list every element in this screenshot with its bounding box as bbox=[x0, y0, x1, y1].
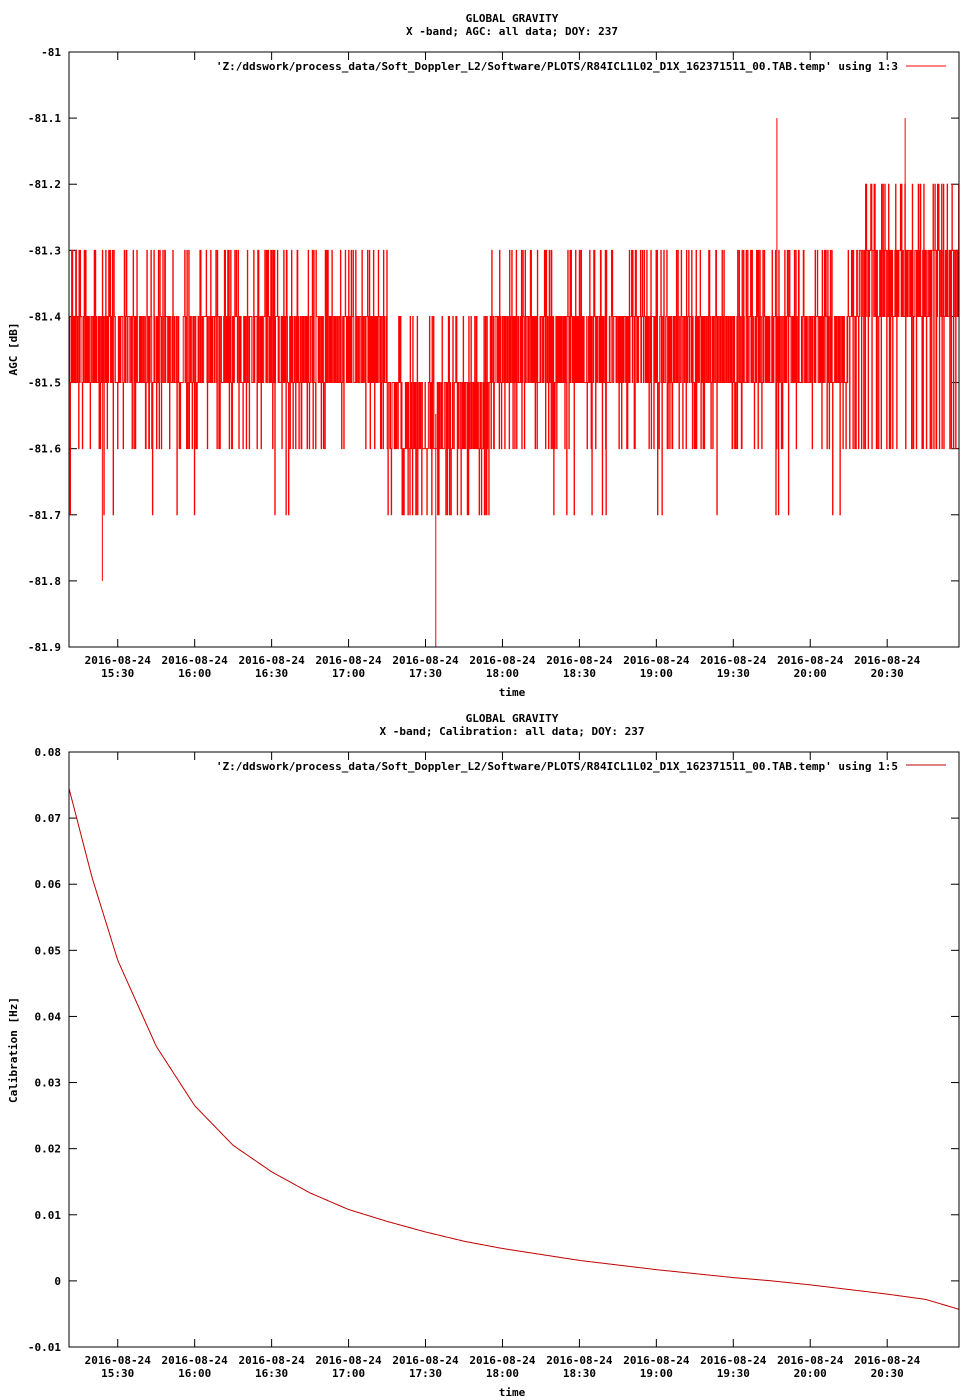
x-tick-label-time: 20:00 bbox=[794, 667, 827, 680]
x-tick-label-date: 2016-08-24 bbox=[700, 1354, 767, 1367]
legend-label: 'Z:/ddswork/process_data/Soft_Doppler_L2… bbox=[216, 60, 898, 73]
y-tick-label: 0 bbox=[54, 1275, 61, 1288]
x-tick-label-time: 18:00 bbox=[486, 1367, 519, 1380]
series-line bbox=[68, 183, 960, 516]
y-tick-label: 0.06 bbox=[35, 878, 62, 891]
chart-subtitle: X -band; Calibration: all data; DOY: 237 bbox=[380, 725, 645, 738]
chart-title: GLOBAL GRAVITY bbox=[466, 712, 559, 725]
y-tick-label: 0.03 bbox=[35, 1077, 62, 1090]
series-line bbox=[68, 788, 960, 1310]
x-tick-label-date: 2016-08-24 bbox=[623, 1354, 690, 1367]
x-tick-label-date: 2016-08-24 bbox=[469, 654, 536, 667]
x-tick-label-time: 17:30 bbox=[409, 1367, 442, 1380]
x-tick-label-time: 16:30 bbox=[255, 667, 288, 680]
y-tick-label: -0.01 bbox=[28, 1341, 61, 1354]
y-tick-label: -81.8 bbox=[28, 575, 61, 588]
x-tick-label-time: 19:30 bbox=[717, 667, 750, 680]
x-tick-label-time: 16:30 bbox=[255, 1367, 288, 1380]
x-tick-label-date: 2016-08-24 bbox=[777, 1354, 844, 1367]
x-axis-label: time bbox=[499, 686, 526, 699]
x-tick-label-date: 2016-08-24 bbox=[546, 654, 613, 667]
x-tick-label-date: 2016-08-24 bbox=[623, 654, 690, 667]
x-tick-label-date: 2016-08-24 bbox=[162, 1354, 229, 1367]
y-tick-label: -81.1 bbox=[28, 112, 61, 125]
x-tick-label-date: 2016-08-24 bbox=[854, 1354, 921, 1367]
x-tick-label-date: 2016-08-24 bbox=[469, 1354, 536, 1367]
x-tick-label-time: 20:30 bbox=[871, 667, 904, 680]
x-tick-label-date: 2016-08-24 bbox=[239, 1354, 306, 1367]
x-tick-label-time: 19:00 bbox=[640, 667, 673, 680]
x-tick-label-date: 2016-08-24 bbox=[315, 654, 382, 667]
x-tick-label-time: 17:00 bbox=[332, 667, 365, 680]
y-tick-label: 0.04 bbox=[35, 1010, 62, 1023]
x-tick-label-time: 16:00 bbox=[178, 1367, 211, 1380]
y-tick-label: -81.6 bbox=[28, 443, 61, 456]
x-tick-label-time: 17:30 bbox=[409, 667, 442, 680]
chart-panel-agc: GLOBAL GRAVITY X -band; AGC: all data; D… bbox=[7, 12, 960, 699]
x-tick-label-date: 2016-08-24 bbox=[239, 654, 306, 667]
x-tick-label-time: 16:00 bbox=[178, 667, 211, 680]
x-axis-label: time bbox=[499, 1386, 526, 1399]
y-tick-label: 0.07 bbox=[35, 812, 62, 825]
y-tick-label: 0.01 bbox=[35, 1209, 62, 1222]
x-tick-label-time: 15:30 bbox=[101, 667, 134, 680]
y-axis-label: AGC [dB] bbox=[7, 323, 20, 376]
y-tick-label: -81.2 bbox=[28, 178, 61, 191]
y-axis-label: Calibration [Hz] bbox=[7, 997, 20, 1103]
plot-frame bbox=[68, 751, 960, 1348]
y-tick-label: -81.3 bbox=[28, 244, 61, 257]
x-tick-label-date: 2016-08-24 bbox=[392, 654, 459, 667]
y-tick-label: -81.4 bbox=[28, 310, 61, 323]
y-tick-label: 0.05 bbox=[35, 944, 62, 957]
x-tick-label-date: 2016-08-24 bbox=[392, 1354, 459, 1367]
y-tick-label: -81.5 bbox=[28, 377, 61, 390]
chart-title: GLOBAL GRAVITY bbox=[466, 12, 559, 25]
x-tick-label-date: 2016-08-24 bbox=[546, 1354, 613, 1367]
x-tick-label-time: 18:00 bbox=[486, 667, 519, 680]
x-tick-label-date: 2016-08-24 bbox=[85, 654, 152, 667]
x-tick-label-time: 20:30 bbox=[871, 1367, 904, 1380]
x-tick-label-time: 18:30 bbox=[563, 667, 596, 680]
x-tick-label-date: 2016-08-24 bbox=[162, 654, 229, 667]
x-tick-label-time: 15:30 bbox=[101, 1367, 134, 1380]
y-tick-label: -81.7 bbox=[28, 509, 61, 522]
plot-frame bbox=[68, 51, 960, 648]
x-tick-label-date: 2016-08-24 bbox=[700, 654, 767, 667]
x-tick-label-time: 17:00 bbox=[332, 1367, 365, 1380]
x-tick-label-time: 20:00 bbox=[794, 1367, 827, 1380]
y-tick-label: 0.02 bbox=[35, 1143, 62, 1156]
x-tick-label-time: 19:30 bbox=[717, 1367, 750, 1380]
x-tick-label-date: 2016-08-24 bbox=[315, 1354, 382, 1367]
x-tick-label-date: 2016-08-24 bbox=[85, 1354, 152, 1367]
chart-panel-calibration: GLOBAL GRAVITY X -band; Calibration: all… bbox=[7, 712, 960, 1399]
y-tick-label: -81.9 bbox=[28, 641, 61, 654]
x-tick-label-time: 18:30 bbox=[563, 1367, 596, 1380]
x-tick-label-date: 2016-08-24 bbox=[854, 654, 921, 667]
x-tick-label-time: 19:00 bbox=[640, 1367, 673, 1380]
x-tick-label-date: 2016-08-24 bbox=[777, 654, 844, 667]
y-tick-label: 0.08 bbox=[35, 746, 62, 759]
legend-label: 'Z:/ddswork/process_data/Soft_Doppler_L2… bbox=[216, 760, 898, 773]
chart-subtitle: X -band; AGC: all data; DOY: 237 bbox=[406, 25, 618, 38]
y-tick-label: -81 bbox=[41, 46, 61, 59]
